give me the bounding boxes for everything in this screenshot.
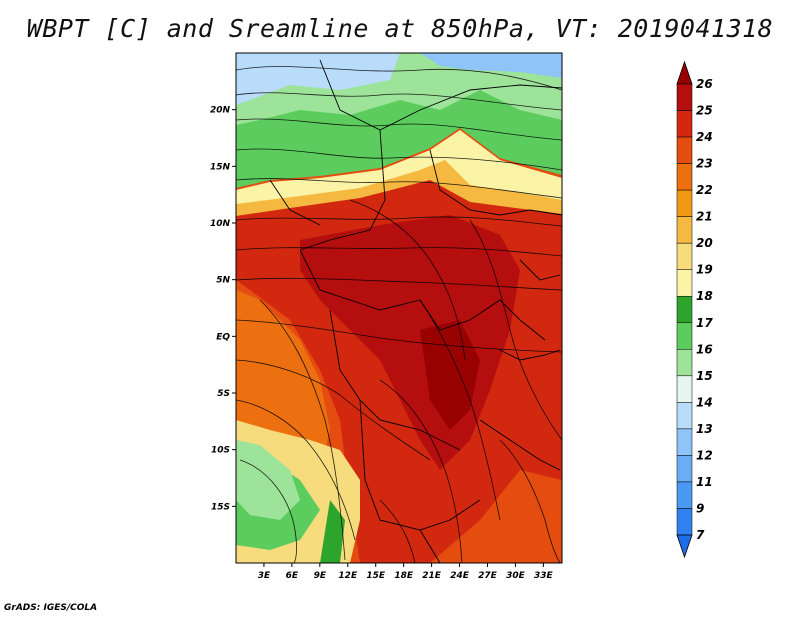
- colorbar-box: [676, 163, 693, 191]
- lon-tick-label: 21E: [422, 571, 442, 581]
- field-north-blue: [236, 53, 400, 105]
- lon-tick-label: 15E: [366, 571, 386, 581]
- colorbar-level-label: 19: [696, 263, 713, 277]
- lat-tick-label: 5N: [216, 276, 230, 286]
- colorbar-box: [676, 322, 693, 350]
- lat-tick-label: 10S: [211, 446, 230, 456]
- colorbar-level-label: 21: [696, 210, 713, 224]
- colorbar-box: [676, 349, 693, 377]
- colorbar-labels: 26 25 24 23 22 21 20 19 18 17 16 15 14 13 12 11 9 7: [696, 77, 713, 542]
- colorbar-boxes: [676, 60, 693, 559]
- colorbar-level-label: 25: [696, 104, 713, 118]
- latitude-ticks: 20N 15N 10N 5N EQ 5S 10S 15S: [210, 106, 236, 512]
- colorbar-level-label: 24: [696, 130, 713, 144]
- colorbar-box: [676, 402, 693, 430]
- lon-tick-label: 3E: [258, 571, 271, 581]
- lat-tick-label: 10N: [210, 219, 231, 229]
- colorbar-level-label: 13: [696, 422, 713, 436]
- colorbar-box: [676, 481, 693, 509]
- lon-tick-label: 27E: [478, 571, 498, 581]
- lon-tick-label: 6E: [286, 571, 299, 581]
- field-sahel-orange: [236, 160, 562, 216]
- colorbar-level-label: 23: [696, 157, 713, 171]
- longitude-ticks: 3E 6E 9E 12E 15E 18E 21E 24E 27E 30E 33E: [258, 563, 554, 581]
- footer-credit: GrADS: IGES/COLA: [4, 603, 98, 613]
- lon-tick-label: 30E: [506, 571, 526, 581]
- country-borders: [269, 59, 562, 563]
- colorbar-box: [676, 375, 693, 403]
- colorbar-top-arrow: [676, 60, 693, 85]
- lon-tick-label: 33E: [534, 571, 554, 581]
- colorbar-box: [676, 428, 693, 456]
- colorbar-box: [676, 189, 693, 217]
- map-panel: 20N 15N 10N 5N EQ 5S 10S 15S 3E 6E 9E 12E 15E 18E 21E…: [210, 52, 563, 581]
- lon-tick-label: 9E: [314, 571, 327, 581]
- colorbar-level-label: 7: [696, 528, 705, 542]
- colorbar-level-label: 12: [696, 448, 713, 462]
- lat-tick-label: EQ: [216, 332, 230, 342]
- colorbar-box: [676, 295, 693, 324]
- lat-tick-label: 5S: [217, 389, 230, 399]
- field-north-blue-right: [420, 53, 562, 78]
- field-southwest-lightgreen: [236, 440, 300, 520]
- colorbar-box: [676, 455, 693, 483]
- lon-tick-label: 12E: [338, 571, 358, 581]
- colorbar-box: [676, 110, 693, 138]
- field-west-orange: [236, 290, 330, 470]
- colorbar-box: [676, 83, 693, 111]
- colorbar-box: [676, 136, 693, 164]
- colorbar: 26 25 24 23 22 21 20 19 18 17 16 15 14 13 12 11 9 7: [676, 60, 713, 559]
- field-south-coast-green: [320, 500, 345, 563]
- colorbar-bottom-arrow: [676, 534, 693, 559]
- colorbar-level-label: 22: [696, 183, 713, 197]
- streamlines: [236, 66, 562, 563]
- lon-tick-label: 18E: [394, 571, 414, 581]
- colorbar-level-label: 17: [696, 316, 713, 330]
- field-congo-core: [420, 320, 480, 430]
- lat-tick-label: 15S: [211, 502, 230, 512]
- colorbar-box: [676, 269, 693, 297]
- lat-tick-label: 20N: [210, 106, 231, 116]
- colorbar-box: [676, 242, 693, 270]
- colorbar-level-label: 18: [696, 289, 713, 303]
- colorbar-level-label: 15: [696, 369, 713, 383]
- colorbar-box: [676, 508, 693, 536]
- colorbar-level-label: 20: [696, 236, 713, 250]
- colorbar-box: [676, 216, 693, 244]
- colorbar-level-label: 26: [696, 77, 713, 91]
- lat-tick-label: 15N: [210, 162, 231, 172]
- map-frame: [235, 52, 563, 564]
- lon-tick-label: 24E: [450, 571, 470, 581]
- colorbar-level-label: 9: [696, 501, 704, 515]
- colorbar-level-label: 14: [696, 395, 713, 409]
- map-title: WBPT [C] and Sreamline at 850hPa, VT: 20…: [26, 14, 774, 43]
- colorbar-level-label: 16: [696, 342, 713, 356]
- colorbar-level-label: 11: [696, 475, 713, 489]
